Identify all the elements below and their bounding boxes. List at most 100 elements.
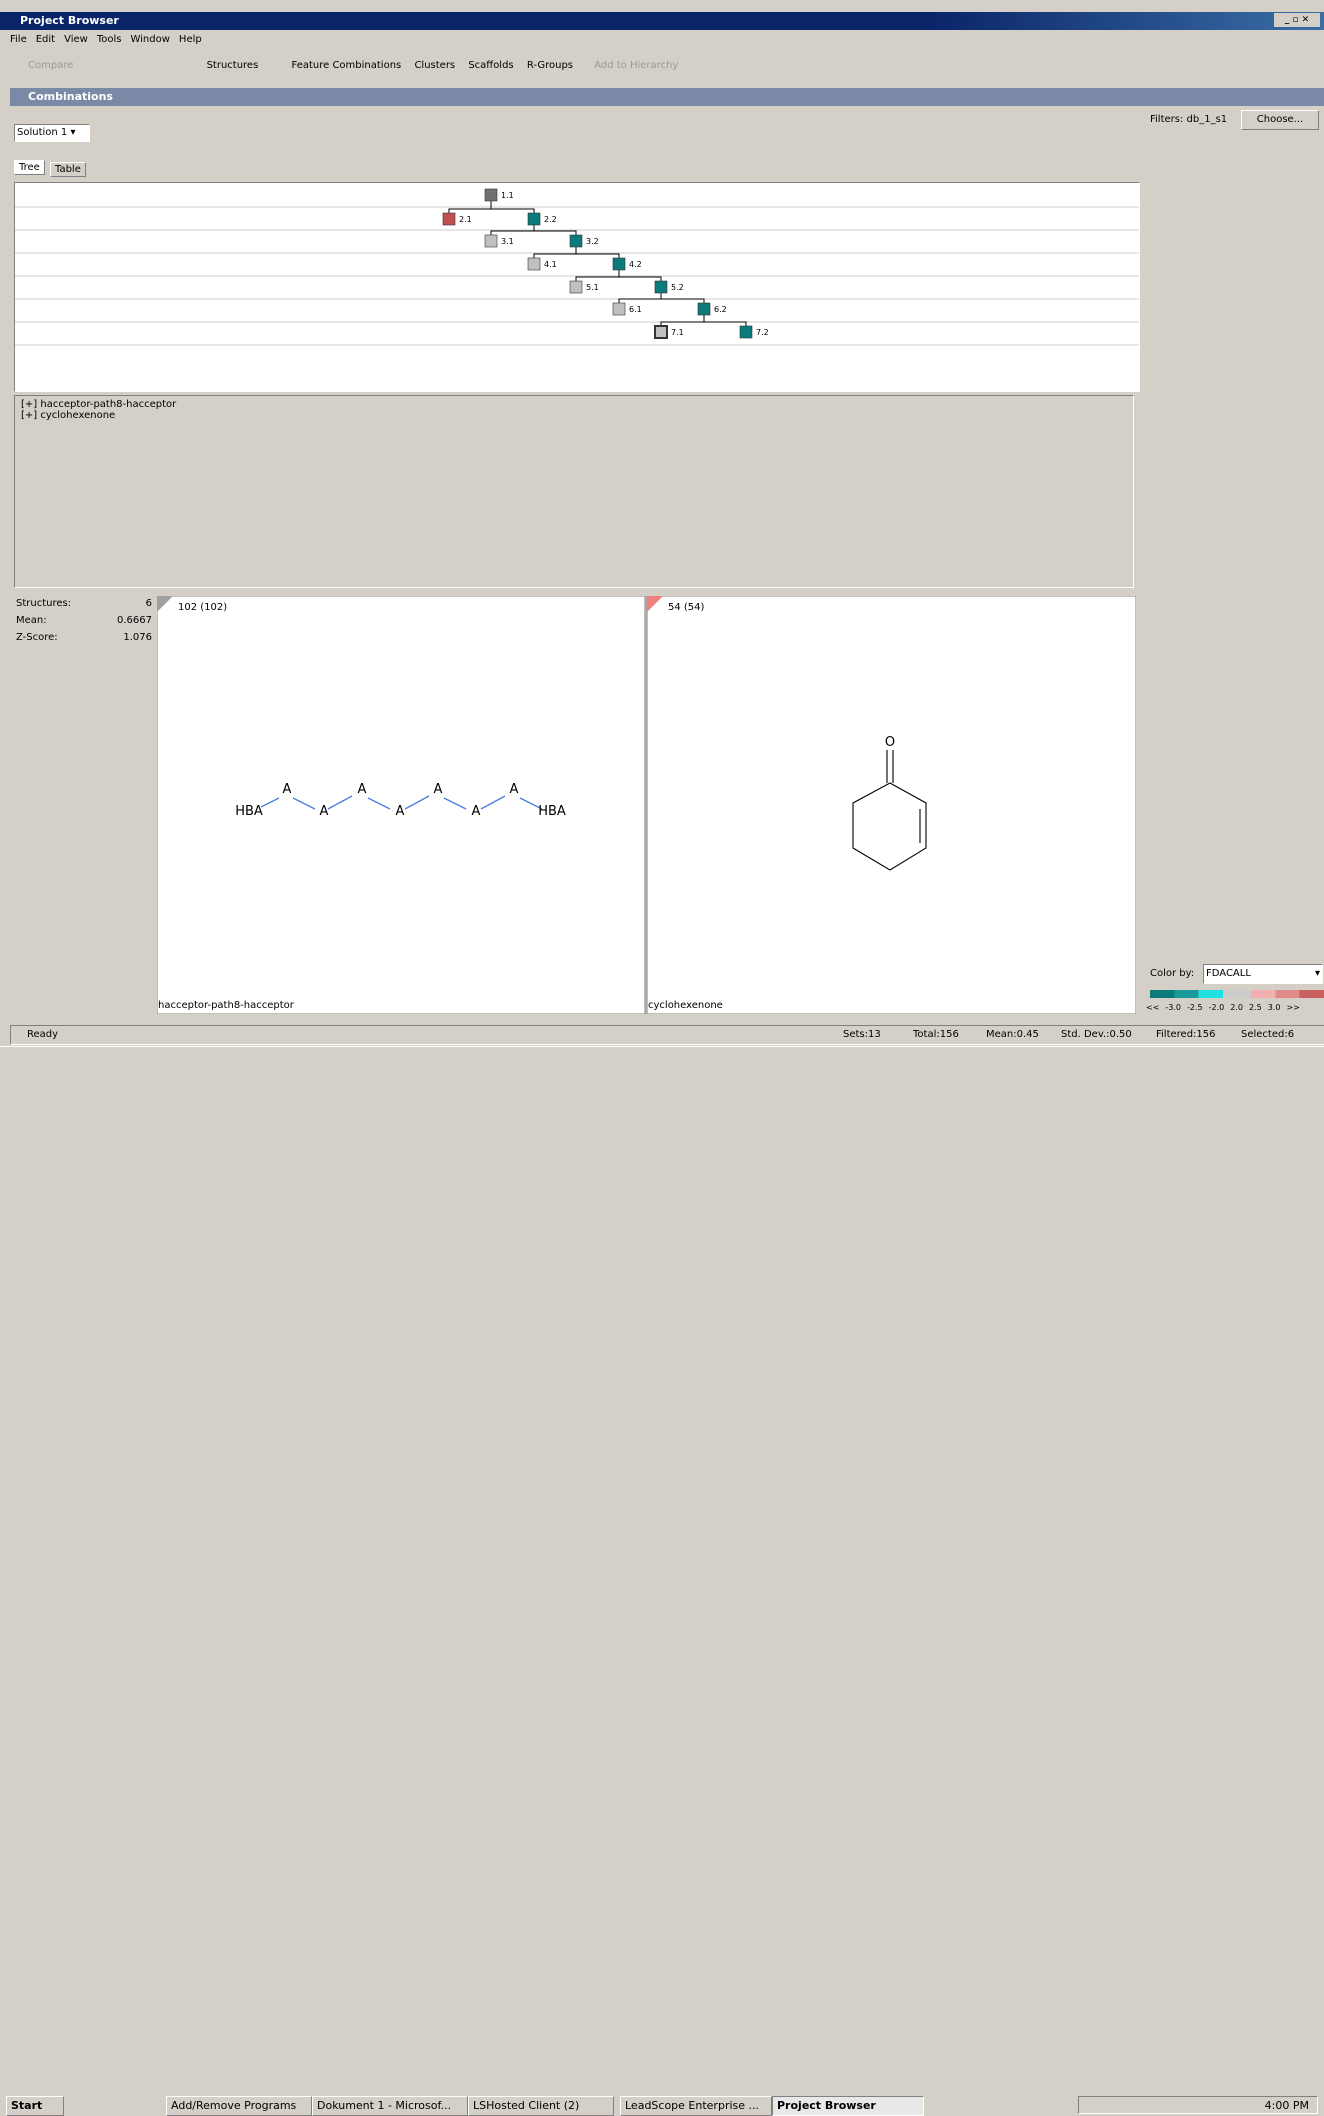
structure-cards: 102 (102) 54 (54) hacceptor-path8-haccep… <box>157 596 1136 1014</box>
menu-item[interactable]: Edit <box>36 34 55 45</box>
stat-row: Z-Score: 1.076 <box>16 632 154 649</box>
menu-item[interactable]: View <box>64 34 88 45</box>
filters-label: Filters: db_1_s1 <box>1150 114 1227 125</box>
start-button[interactable]: Start <box>6 2096 64 2116</box>
atom: A <box>358 782 367 797</box>
scale-label: << <box>1146 1003 1159 1012</box>
tree-node[interactable] <box>570 281 582 293</box>
tab-table[interactable]: Table <box>50 162 86 177</box>
task[interactable]: Project Browser <box>772 2096 924 2116</box>
stat-value: 1.076 <box>123 632 152 643</box>
node-label: 7.2 <box>756 328 769 337</box>
task[interactable]: LeadScope Enterprise ... <box>620 2096 772 2116</box>
status: Total:156 <box>913 1026 959 1044</box>
atom: A <box>434 782 443 797</box>
panel-title: Combinations <box>10 90 113 103</box>
node-label: 3.1 <box>501 237 514 246</box>
task[interactable]: Add/Remove Programs <box>166 2096 312 2116</box>
compare-button[interactable]: Compare <box>28 60 73 71</box>
feature-list: [+] hacceptor-path8-hacceptor[+] cyclohe… <box>14 395 1134 588</box>
status: Ready <box>27 1026 58 1044</box>
feature-item[interactable]: [+] cyclohexenone <box>21 410 1127 421</box>
solution-dropdown[interactable]: Solution 1 ▾ <box>14 124 90 142</box>
stats: Structures: 6 Mean: 0.6667 Z-Score: 1.076 <box>16 598 154 649</box>
scale-label: 2.0 <box>1230 1003 1243 1012</box>
atom: A <box>396 804 405 819</box>
atom: HBA <box>235 804 263 819</box>
task[interactable]: LSHosted Client (2) <box>468 2096 614 2116</box>
feature-combinations-button[interactable]: Feature Combinations <box>291 60 401 71</box>
status: Std. Dev.:0.50 <box>1061 1026 1132 1044</box>
menu-bar: File Edit View Tools Window Help <box>10 34 211 45</box>
atom: A <box>320 804 329 819</box>
scale-label: 3.0 <box>1268 1003 1281 1012</box>
clusters-button[interactable]: Clusters <box>414 60 455 71</box>
node-label: 6.1 <box>629 305 642 314</box>
structure-name: hacceptor-path8-hacceptor <box>158 1000 295 1011</box>
taskbar: Start Add/Remove Programs Dokument 1 - M… <box>0 1046 1324 1069</box>
stat-label: Structures: <box>16 598 71 609</box>
menu-item[interactable]: Tools <box>97 34 122 45</box>
tab-tree[interactable]: Tree <box>14 160 45 175</box>
stat-value: 6 <box>146 598 152 609</box>
status: Selected:6 <box>1241 1026 1294 1044</box>
status: Filtered:156 <box>1156 1026 1216 1044</box>
tree-node[interactable] <box>570 235 582 247</box>
tree-node[interactable] <box>443 213 455 225</box>
scale-label: -3.0 <box>1165 1003 1181 1012</box>
menu-item[interactable]: Help <box>179 34 202 45</box>
color-by-dropdown[interactable]: FDACALL▾ <box>1203 964 1323 984</box>
clock: 4:00 PM <box>1265 2099 1309 2112</box>
stat-value: 0.6667 <box>117 615 152 626</box>
stat-label: Z-Score: <box>16 632 58 643</box>
node-label: 6.2 <box>714 305 727 314</box>
tray: 4:00 PM <box>1078 2096 1318 2114</box>
tree-node[interactable] <box>613 303 625 315</box>
stat-label: Mean: <box>16 615 47 626</box>
status: Sets:13 <box>843 1026 881 1044</box>
node-label: 2.2 <box>544 215 557 224</box>
solution-value: Solution 1 <box>17 127 67 138</box>
choose-button[interactable]: Choose... <box>1241 110 1319 130</box>
toolbar: Compare Structures Feature Combinations … <box>18 60 688 71</box>
add-hierarchy-button[interactable]: Add to Hierarchy <box>594 60 678 71</box>
tree-node[interactable] <box>698 303 710 315</box>
status: Mean:0.45 <box>986 1026 1039 1044</box>
feature-item[interactable]: [+] hacceptor-path8-hacceptor <box>21 399 1127 410</box>
scale-label: 2.5 <box>1249 1003 1262 1012</box>
tree-node[interactable] <box>655 326 667 338</box>
r-groups-button[interactable]: R-Groups <box>527 60 573 71</box>
atom: O <box>885 735 895 750</box>
count: 102 (102) <box>178 602 227 613</box>
task[interactable]: Dokument 1 - Microsof... <box>312 2096 468 2116</box>
atom: A <box>472 804 481 819</box>
tree-node[interactable] <box>528 213 540 225</box>
panel-header: Combinations <box>10 88 1324 106</box>
color-by-label: Color by: <box>1150 968 1194 979</box>
window-controls[interactable]: _ ▫ ✕ <box>1274 13 1320 27</box>
tree-node[interactable] <box>485 235 497 247</box>
menu-item[interactable]: Window <box>130 34 169 45</box>
structures-button[interactable]: Structures <box>207 60 259 71</box>
atom: A <box>510 782 519 797</box>
node-label: 1.1 <box>501 191 514 200</box>
scale-label: >> <box>1286 1003 1299 1012</box>
scale-label: -2.0 <box>1209 1003 1225 1012</box>
node-label: 4.1 <box>544 260 557 269</box>
menu-item[interactable]: File <box>10 34 27 45</box>
tree-node[interactable] <box>485 189 497 201</box>
tree-node[interactable] <box>655 281 667 293</box>
card[interactable] <box>647 596 1136 1014</box>
node-label: 5.1 <box>586 283 599 292</box>
status-bar: Ready Sets:13 Total:156 Mean:0.45 Std. D… <box>10 1025 1324 1045</box>
window-title: Project Browser <box>0 14 119 27</box>
structure-name: cyclohexenone <box>648 1000 723 1011</box>
tree-node[interactable] <box>613 258 625 270</box>
tree-node[interactable] <box>740 326 752 338</box>
scaffolds-button[interactable]: Scaffolds <box>468 60 513 71</box>
stat-row: Mean: 0.6667 <box>16 615 154 632</box>
tree-node[interactable] <box>528 258 540 270</box>
atom: A <box>283 782 292 797</box>
